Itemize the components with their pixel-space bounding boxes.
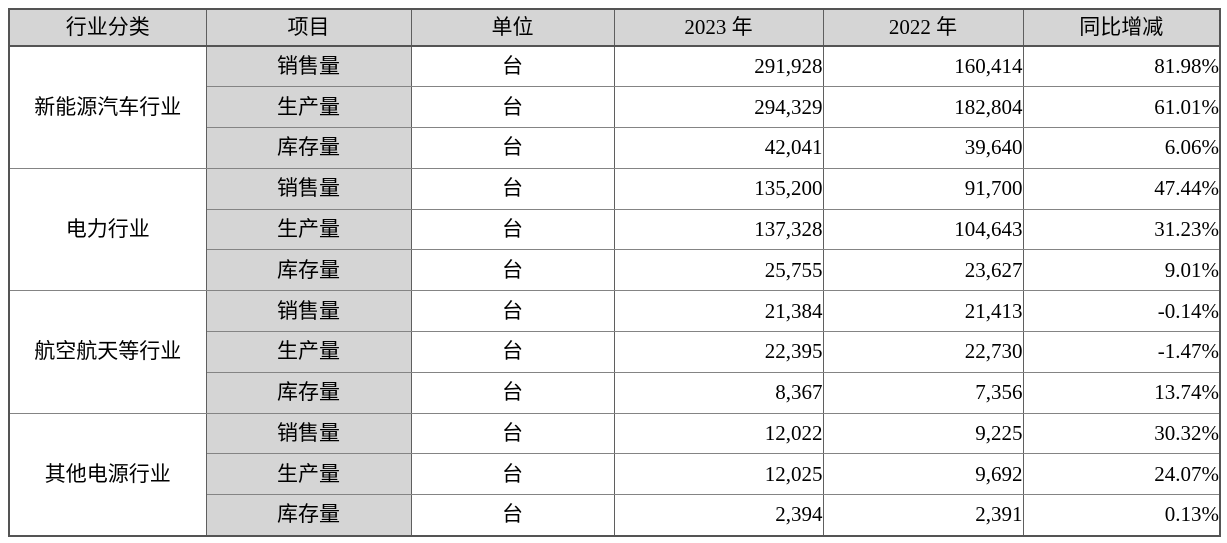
value-2023-cell: 291,928 xyxy=(613,45,824,88)
value-2022-cell: 23,627 xyxy=(822,249,1024,292)
col-header-industry: 行业分类 xyxy=(8,8,207,47)
value-2023-cell: 8,367 xyxy=(613,371,824,414)
industry-group-cell: 其他电源行业 xyxy=(8,412,207,537)
unit-cell: 台 xyxy=(410,208,615,251)
unit-cell: 台 xyxy=(410,249,615,292)
value-2022-cell: 39,640 xyxy=(822,127,1024,169)
unit-cell: 台 xyxy=(410,127,615,169)
item-label-cell: 生产量 xyxy=(205,331,412,373)
item-label-cell: 销售量 xyxy=(205,167,412,210)
value-2022-cell: 160,414 xyxy=(822,45,1024,88)
yoy-cell: 13.74% xyxy=(1022,371,1221,414)
value-2023-cell: 22,395 xyxy=(613,331,824,373)
item-label-cell: 库存量 xyxy=(205,127,412,169)
value-2022-cell: 182,804 xyxy=(822,86,1024,129)
industry-group-cell: 电力行业 xyxy=(8,167,207,292)
col-header-yoy: 同比增减 xyxy=(1022,8,1221,47)
yoy-cell: 9.01% xyxy=(1022,249,1221,292)
table-row: 新能源汽车行业 销售量 台 291,928 160,414 81.98% xyxy=(8,45,1221,169)
value-2023-cell: 21,384 xyxy=(613,290,824,333)
item-label-cell: 库存量 xyxy=(205,494,412,537)
unit-cell: 台 xyxy=(410,412,615,455)
industry-group-cell: 新能源汽车行业 xyxy=(8,45,207,169)
unit-cell: 台 xyxy=(410,86,615,129)
unit-cell: 台 xyxy=(410,453,615,496)
unit-cell: 台 xyxy=(410,167,615,210)
value-2022-cell: 2,391 xyxy=(822,494,1024,537)
col-header-unit: 单位 xyxy=(410,8,615,47)
value-2022-cell: 9,692 xyxy=(822,453,1024,496)
yoy-cell: 30.32% xyxy=(1022,412,1221,455)
unit-cell: 台 xyxy=(410,45,615,88)
table-row: 电力行业 销售量 台 135,200 91,700 47.44% xyxy=(8,167,1221,292)
unit-cell: 台 xyxy=(410,331,615,373)
col-header-2022: 2022 年 xyxy=(822,8,1024,47)
value-2022-cell: 104,643 xyxy=(822,208,1024,251)
value-2022-cell: 22,730 xyxy=(822,331,1024,373)
table-row: 库存量 台 25,755 23,627 9.01% xyxy=(9,249,1221,292)
table-row: 生产量 台 294,329 182,804 61.01% xyxy=(9,86,1221,129)
table-row: 航空航天等行业 销售量 台 21,384 21,413 -0.14% xyxy=(8,290,1221,414)
item-label-cell: 生产量 xyxy=(205,208,412,251)
value-2022-cell: 21,413 xyxy=(822,290,1024,333)
table-row: 库存量 台 2,394 2,391 0.13% xyxy=(9,494,1221,537)
value-2023-cell: 137,328 xyxy=(613,208,824,251)
yoy-cell: 61.01% xyxy=(1022,86,1221,129)
value-2022-cell: 7,356 xyxy=(822,371,1024,414)
value-2022-cell: 9,225 xyxy=(822,412,1024,455)
industry-production-sales-table: 行业分类 项目 单位 2023 年 2022 年 同比增减 新能源汽车行业 销售… xyxy=(8,8,1221,537)
table-row: 生产量 台 12,025 9,692 24.07% xyxy=(9,453,1221,496)
yoy-cell: 6.06% xyxy=(1022,127,1221,169)
unit-cell: 台 xyxy=(410,371,615,414)
item-label-cell: 销售量 xyxy=(205,45,412,88)
item-label-cell: 生产量 xyxy=(205,453,412,496)
header-row: 行业分类 项目 单位 2023 年 2022 年 同比增减 xyxy=(8,8,1221,47)
yoy-cell: 47.44% xyxy=(1022,167,1221,210)
item-label-cell: 生产量 xyxy=(205,86,412,129)
item-label-cell: 库存量 xyxy=(205,371,412,414)
yoy-cell: 0.13% xyxy=(1022,494,1221,537)
yoy-cell: -0.14% xyxy=(1022,290,1221,333)
table-row: 生产量 台 22,395 22,730 -1.47% xyxy=(9,331,1221,373)
table-row: 库存量 台 42,041 39,640 6.06% xyxy=(9,127,1221,169)
value-2023-cell: 294,329 xyxy=(613,86,824,129)
yoy-cell: 31.23% xyxy=(1022,208,1221,251)
value-2023-cell: 135,200 xyxy=(613,167,824,210)
value-2023-cell: 12,022 xyxy=(613,412,824,455)
unit-cell: 台 xyxy=(410,494,615,537)
value-2023-cell: 2,394 xyxy=(613,494,824,537)
item-label-cell: 库存量 xyxy=(205,249,412,292)
value-2022-cell: 91,700 xyxy=(822,167,1024,210)
unit-cell: 台 xyxy=(410,290,615,333)
industry-production-sales-table-wrap: 行业分类 项目 单位 2023 年 2022 年 同比增减 新能源汽车行业 销售… xyxy=(8,8,1221,537)
item-label-cell: 销售量 xyxy=(205,290,412,333)
item-label-cell: 销售量 xyxy=(205,412,412,455)
yoy-cell: 24.07% xyxy=(1022,453,1221,496)
col-header-2023: 2023 年 xyxy=(613,8,824,47)
col-header-item: 项目 xyxy=(205,8,412,47)
value-2023-cell: 42,041 xyxy=(613,127,824,169)
industry-group-cell: 航空航天等行业 xyxy=(8,290,207,414)
table-row: 其他电源行业 销售量 台 12,022 9,225 30.32% xyxy=(8,412,1221,537)
table-row: 生产量 台 137,328 104,643 31.23% xyxy=(9,208,1221,251)
value-2023-cell: 25,755 xyxy=(613,249,824,292)
value-2023-cell: 12,025 xyxy=(613,453,824,496)
yoy-cell: -1.47% xyxy=(1022,331,1221,373)
table-row: 库存量 台 8,367 7,356 13.74% xyxy=(9,371,1221,414)
yoy-cell: 81.98% xyxy=(1022,45,1221,88)
